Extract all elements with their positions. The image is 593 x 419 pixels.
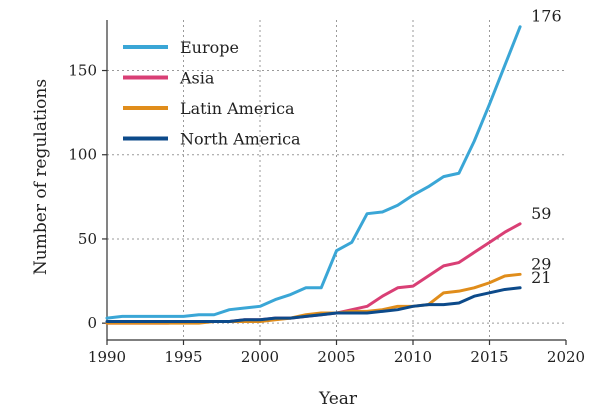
end-label-latin-america: 29 [531, 254, 551, 273]
x-tick-label: 2015 [470, 348, 508, 366]
series-line-latin-america [105, 272, 522, 325]
x-tick-label: 1995 [164, 348, 202, 366]
legend-label-latin-america: Latin America [180, 99, 295, 118]
x-tick-label: 2000 [241, 348, 279, 366]
y-tick-label: 50 [78, 230, 97, 248]
legend-label-europe: Europe [180, 38, 239, 57]
axes: 1990 1995 2000 2005 2010 2015 2020 0 50 100 150 [68, 20, 585, 366]
series-line-north-america [105, 286, 522, 323]
x-axis-title: Year [318, 389, 358, 409]
series-line-europe [105, 25, 522, 320]
end-label-asia: 59 [531, 204, 551, 223]
series-lines [105, 25, 522, 325]
legend: Europe Asia Latin America North America [123, 38, 301, 149]
y-tick-label: 100 [68, 146, 97, 164]
legend-label-asia: Asia [179, 69, 215, 88]
y-tick-label: 0 [87, 314, 97, 332]
y-tick-label: 150 [68, 62, 97, 80]
legend-label-north-america: North America [180, 130, 301, 149]
x-tick-label: 2020 [547, 348, 585, 366]
x-tick-label: 1990 [88, 348, 126, 366]
x-tick-label: 2005 [317, 348, 355, 366]
x-tick-label: 2010 [394, 348, 432, 366]
end-label-europe: 176 [531, 7, 562, 26]
y-axis-title: Number of regulations [31, 79, 51, 275]
end-label-north-america: 21 [531, 268, 551, 287]
